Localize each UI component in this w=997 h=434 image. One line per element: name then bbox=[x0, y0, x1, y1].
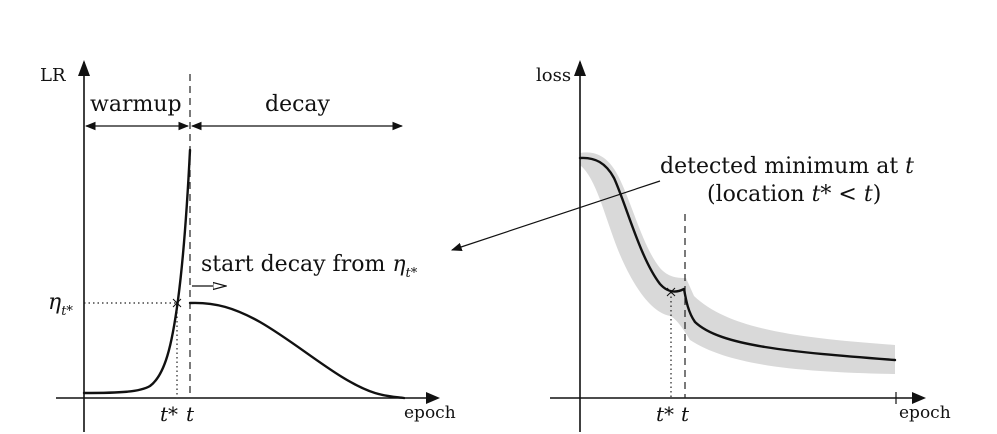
loss-tick-tstar: t* bbox=[656, 402, 674, 426]
loss-epoch-label: epoch bbox=[899, 403, 951, 423]
loss-panel: loss epoch detected minimum at t (locati… bbox=[536, 60, 951, 432]
tstar-cross-mark bbox=[172, 298, 182, 308]
lr-x-axis-arrowhead bbox=[426, 392, 440, 404]
warmup-curve bbox=[82, 148, 192, 395]
loss-curve bbox=[578, 156, 897, 362]
loss-tstar-cross-mark bbox=[666, 287, 676, 297]
warmup-label: warmup bbox=[90, 92, 182, 117]
loss-tick-t: t bbox=[681, 402, 690, 426]
lr-epoch-label: epoch bbox=[404, 403, 456, 423]
loss-x-axis-arrowhead bbox=[912, 392, 926, 404]
loss-y-axis-arrowhead bbox=[574, 60, 586, 76]
decay-label: decay bbox=[265, 92, 331, 117]
lr-tick-tstar: t* bbox=[160, 402, 178, 426]
loss-axis-label: loss bbox=[536, 65, 571, 86]
lr-y-axis-arrowhead bbox=[78, 60, 90, 76]
start-decay-text: start decay from ηt* bbox=[201, 252, 418, 281]
minimum-location-text: (location t* < t) bbox=[707, 182, 881, 207]
eta-tstar-label: ηt* bbox=[48, 290, 73, 319]
lr-panel: LR epoch warmup decay ηt* start decay fr… bbox=[40, 60, 456, 432]
decay-curve bbox=[188, 301, 406, 400]
annotation-connector-arrow bbox=[450, 180, 661, 252]
detected-minimum-text: detected minimum at t bbox=[660, 154, 914, 179]
lr-axis-label: LR bbox=[40, 65, 66, 86]
lr-tick-t: t bbox=[186, 402, 195, 426]
